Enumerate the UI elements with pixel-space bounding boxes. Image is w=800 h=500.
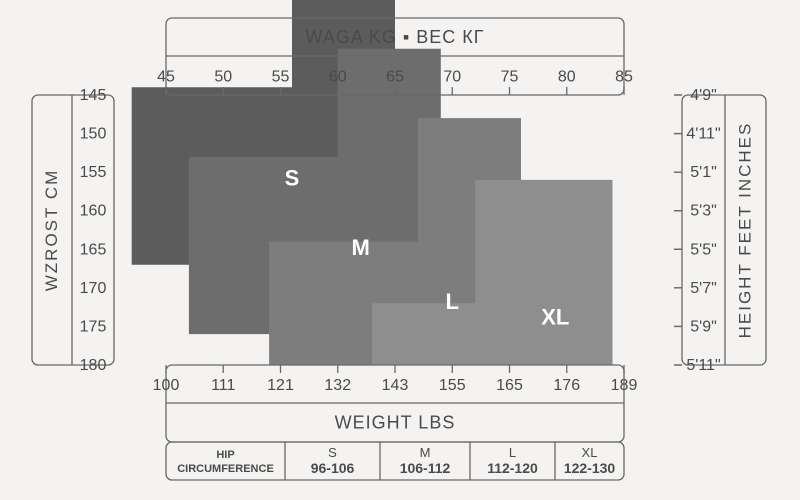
size-label-l: L: [446, 289, 459, 314]
size-chart: S M L XL WAGA KG ▪ ВЕС КГ 45 50 55 60 65 70 75 80 85 1…: [0, 0, 800, 500]
top-tick: 55: [272, 69, 290, 86]
bottom-tick: 132: [324, 377, 351, 394]
left-tick: 170: [80, 280, 107, 297]
bottom-tick: 155: [439, 377, 466, 394]
top-tick: 80: [558, 69, 576, 86]
top-axis-title: WAGA KG ▪ ВЕС КГ: [306, 27, 485, 47]
bottom-tick: 143: [382, 377, 409, 394]
left-tick: 155: [80, 164, 107, 181]
hip-header: HIP: [216, 449, 234, 461]
bottom-tick: 176: [553, 377, 580, 394]
size-label-s: S: [285, 166, 300, 191]
hip-size-value: 112-120: [487, 460, 538, 476]
left-axis-title: WZROST CM: [42, 169, 61, 292]
top-tick: 65: [386, 69, 404, 86]
hip-size-label: S: [328, 445, 337, 460]
right-axis-title: HEIGHT FEET INCHES: [736, 122, 755, 339]
top-tick: 85: [615, 69, 633, 86]
left-tick: 160: [80, 203, 107, 220]
left-tick: 145: [80, 87, 107, 104]
left-tick: 180: [80, 357, 107, 374]
hip-size-label: M: [420, 445, 431, 460]
hip-size-value: 122-130: [564, 460, 616, 476]
hip-header-2: CIRCUMFERENCE: [177, 463, 274, 475]
right-tick: 5'11": [686, 357, 720, 374]
top-tick: 50: [214, 69, 232, 86]
right-tick: 5'7": [690, 280, 717, 297]
right-tick: 4'11": [686, 126, 720, 143]
size-label-m: M: [351, 235, 369, 260]
hip-size-label: L: [509, 445, 516, 460]
right-tick: 5'9": [690, 318, 717, 335]
right-tick: 5'1": [690, 164, 717, 181]
bottom-tick: 111: [211, 377, 235, 394]
right-tick: 5'5": [690, 241, 717, 258]
bottom-axis-title: WEIGHT LBS: [335, 413, 456, 433]
right-tick: 4'9": [690, 87, 717, 104]
size-label-xl: XL: [541, 305, 569, 330]
hip-size-value: 106-112: [400, 460, 451, 476]
left-tick: 150: [80, 126, 107, 143]
bottom-tick: 165: [496, 377, 523, 394]
bottom-tick: 100: [153, 377, 180, 394]
hip-size-label: XL: [582, 445, 598, 460]
left-tick: 175: [80, 318, 107, 335]
top-tick: 70: [443, 69, 461, 86]
right-tick: 5'3": [690, 203, 717, 220]
top-tick: 75: [501, 69, 519, 86]
top-tick: 45: [157, 69, 175, 86]
left-tick: 165: [80, 241, 107, 258]
bottom-tick: 189: [611, 377, 638, 394]
bottom-tick: 121: [267, 377, 294, 394]
hip-size-value: 96-106: [311, 460, 355, 476]
top-tick: 60: [329, 69, 347, 86]
